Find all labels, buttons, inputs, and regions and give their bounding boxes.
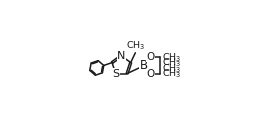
Text: S: S [112, 68, 119, 79]
Text: B: B [140, 59, 148, 72]
Text: CH$_3$: CH$_3$ [162, 51, 181, 64]
Text: N: N [117, 51, 126, 61]
Text: CH$_3$: CH$_3$ [162, 56, 181, 69]
Text: O: O [147, 52, 155, 62]
Text: O: O [147, 69, 155, 79]
Text: CH$_3$: CH$_3$ [162, 62, 181, 75]
Text: CH$_3$: CH$_3$ [126, 39, 146, 52]
Text: CH$_3$: CH$_3$ [162, 68, 181, 80]
